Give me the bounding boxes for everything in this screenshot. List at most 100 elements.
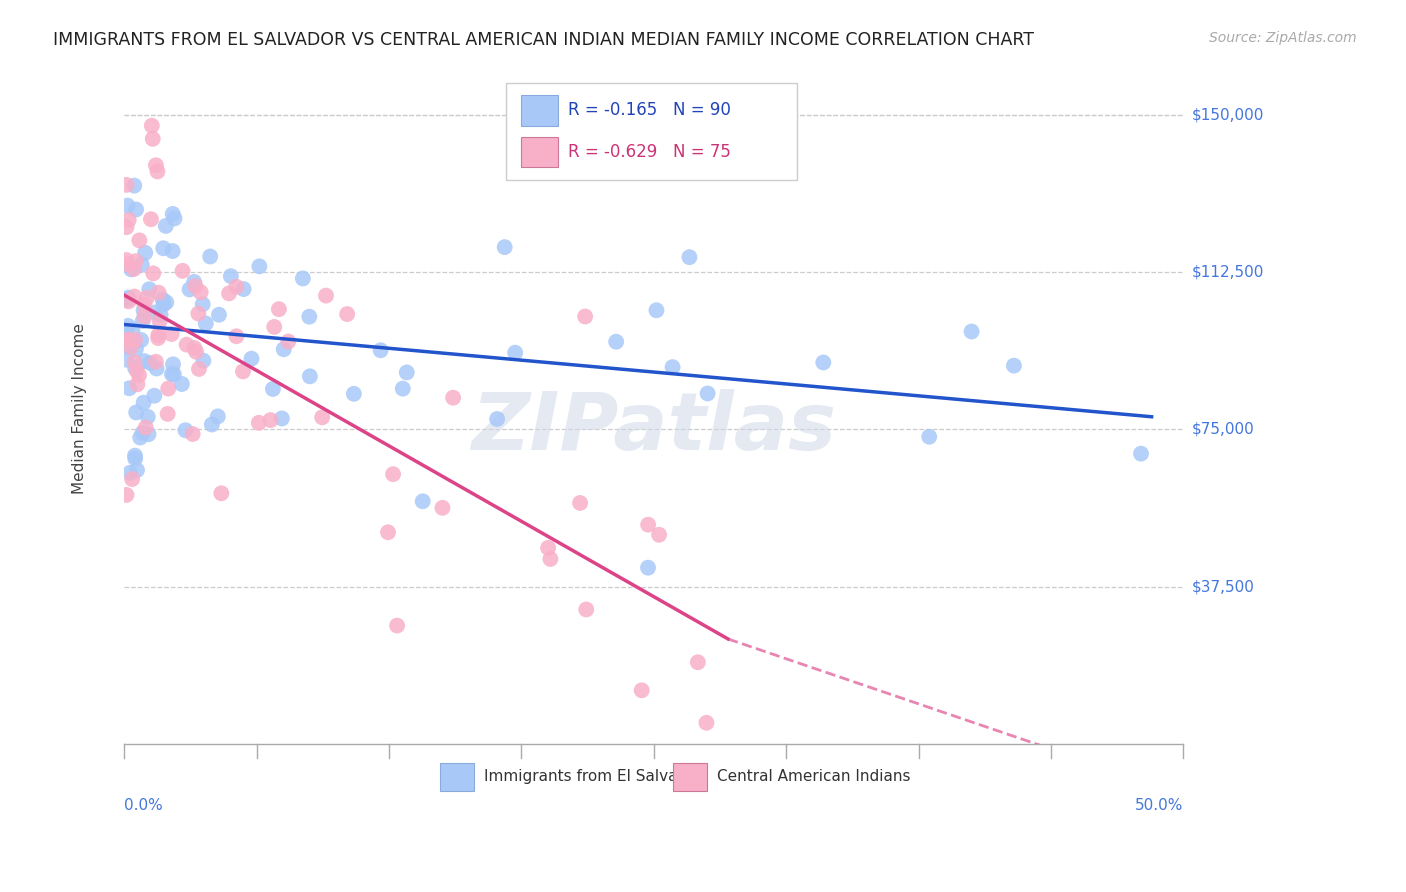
FancyBboxPatch shape [522, 136, 558, 168]
Point [134, 310, 156, 324]
Point [152, 297, 174, 311]
Point [273, 343, 295, 357]
Point [124, 178, 146, 193]
Point [813, 355, 835, 369]
Point [170, 376, 193, 391]
Point [115, 340, 138, 354]
Point [163, 211, 186, 226]
Point [163, 368, 186, 382]
Point [311, 410, 333, 425]
Point [134, 354, 156, 368]
Point [124, 289, 146, 303]
Point [1130, 447, 1153, 461]
FancyBboxPatch shape [673, 763, 707, 790]
Point [343, 386, 366, 401]
Point [131, 258, 153, 272]
Point [115, 326, 138, 341]
Point [162, 357, 184, 371]
Point [148, 328, 170, 343]
Point [637, 560, 659, 574]
Point [146, 331, 169, 345]
Point [115, 352, 138, 367]
Point [291, 271, 314, 285]
FancyBboxPatch shape [522, 95, 558, 126]
Point [152, 241, 174, 255]
Text: $37,500: $37,500 [1192, 579, 1254, 594]
Point [139, 356, 162, 370]
Point [370, 343, 392, 358]
Point [121, 324, 143, 338]
Point [117, 257, 139, 271]
Point [315, 288, 337, 302]
Point [207, 409, 229, 424]
Point [131, 425, 153, 440]
Point [441, 391, 464, 405]
Point [605, 334, 627, 349]
Point [117, 291, 139, 305]
Point [190, 285, 212, 300]
Point [686, 655, 709, 669]
Point [247, 260, 270, 274]
Point [538, 552, 561, 566]
Point [124, 333, 146, 347]
Text: ZIPatlas: ZIPatlas [471, 390, 837, 467]
Point [172, 264, 194, 278]
Point [127, 377, 149, 392]
Text: R = -0.629   N = 75: R = -0.629 N = 75 [568, 143, 731, 161]
Point [128, 368, 150, 383]
Point [141, 119, 163, 133]
Point [695, 715, 717, 730]
Point [194, 317, 217, 331]
Point [124, 449, 146, 463]
Text: 50.0%: 50.0% [1135, 798, 1184, 814]
Point [155, 295, 177, 310]
Point [574, 310, 596, 324]
Point [117, 333, 139, 347]
Point [145, 355, 167, 369]
Point [188, 362, 211, 376]
Point [139, 212, 162, 227]
Text: R = -0.165   N = 90: R = -0.165 N = 90 [568, 102, 731, 120]
Point [122, 336, 145, 351]
Point [128, 233, 150, 247]
Point [138, 282, 160, 296]
Y-axis label: Median Family Income: Median Family Income [72, 323, 87, 494]
Point [142, 266, 165, 280]
Point [145, 361, 167, 376]
Text: $112,500: $112,500 [1192, 265, 1264, 279]
Point [134, 245, 156, 260]
Point [193, 353, 215, 368]
Point [661, 360, 683, 375]
Point [645, 303, 668, 318]
Point [135, 420, 157, 434]
Point [121, 472, 143, 486]
Point [143, 305, 166, 319]
Point [142, 132, 165, 146]
Point [391, 382, 413, 396]
Point [125, 405, 148, 419]
Point [648, 528, 671, 542]
Point [134, 298, 156, 312]
Text: IMMIGRANTS FROM EL SALVADOR VS CENTRAL AMERICAN INDIAN MEDIAN FAMILY INCOME CORR: IMMIGRANTS FROM EL SALVADOR VS CENTRAL A… [53, 31, 1035, 49]
Point [131, 314, 153, 328]
Point [382, 467, 405, 482]
Text: $150,000: $150,000 [1192, 107, 1264, 122]
Point [209, 486, 232, 500]
Point [298, 310, 321, 324]
Point [149, 308, 172, 322]
Point [115, 334, 138, 348]
Point [247, 416, 270, 430]
Point [181, 427, 204, 442]
Point [494, 240, 516, 254]
Point [129, 333, 152, 347]
Text: Source: ZipAtlas.com: Source: ZipAtlas.com [1209, 31, 1357, 45]
Point [385, 618, 408, 632]
Point [377, 525, 399, 540]
Point [696, 386, 718, 401]
Point [157, 382, 180, 396]
Point [201, 417, 224, 432]
Point [630, 683, 652, 698]
Point [263, 320, 285, 334]
Point [124, 355, 146, 369]
Point [184, 279, 207, 293]
